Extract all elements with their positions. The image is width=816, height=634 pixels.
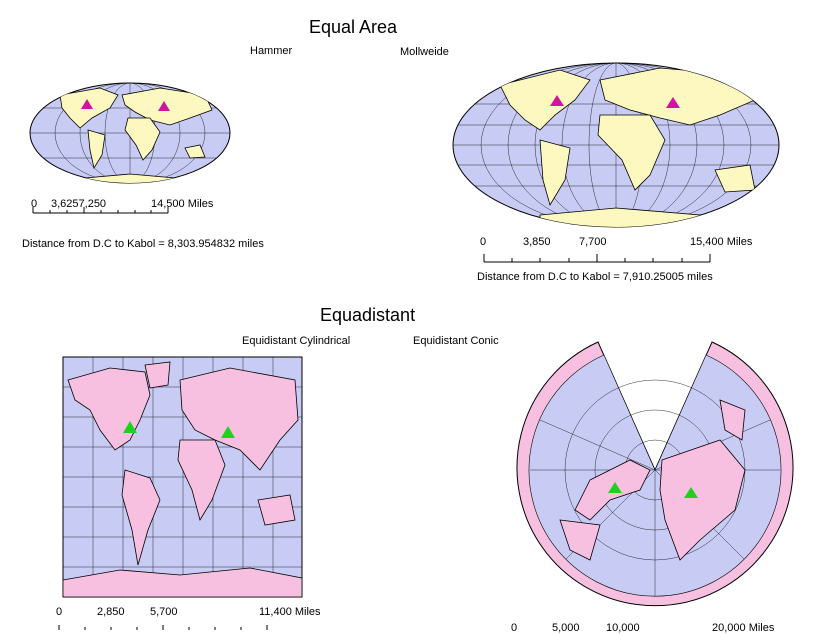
hammer-scale-bar xyxy=(32,207,169,214)
kabol-marker-icon xyxy=(666,97,680,108)
kabol-marker-icon xyxy=(158,101,170,111)
kabol-marker-icon xyxy=(221,426,235,438)
conic-label: Equidistant Conic xyxy=(413,335,499,347)
dc-marker-icon xyxy=(608,482,622,493)
conic-map xyxy=(516,341,794,607)
cylindrical-label: Equidistant Cylindrical xyxy=(242,335,351,347)
scale-tick-label: 5,700 xyxy=(150,606,178,618)
scale-tick-label: 0 xyxy=(56,606,63,618)
hammer-label: Hammer xyxy=(250,45,293,57)
dc-marker-icon xyxy=(550,95,564,106)
scale-tick-label: 10,000 xyxy=(606,622,640,634)
mollweide-label: Mollweide xyxy=(400,46,449,58)
scale-tick-label: 3,6257,250 xyxy=(51,198,107,210)
scale-tick-label: 7,700 xyxy=(579,236,607,248)
scale-tick-label: 15,400 Miles xyxy=(690,236,753,248)
cylindrical-scale-bar xyxy=(58,625,268,630)
cylindrical-map xyxy=(62,356,303,598)
dc-marker-icon xyxy=(81,99,93,109)
mollweide-distance-text: Distance from D.C to Kabol = 7,910.25005… xyxy=(477,271,713,283)
hammer-map xyxy=(29,82,231,184)
scale-tick-label: 3,850 xyxy=(523,236,551,248)
scale-tick-label: 0 xyxy=(480,236,487,248)
scale-tick-label: 5,000 xyxy=(552,622,580,634)
equidistant-title: Equadistant xyxy=(320,305,416,325)
mollweide-scale-bar xyxy=(483,254,711,263)
scale-tick-label: 20,000 Miles xyxy=(712,622,775,634)
scale-tick-label: 0 xyxy=(511,622,518,634)
hammer-distance-text: Distance from D.C to Kabol = 8,303.95483… xyxy=(22,238,264,250)
dc-marker-icon xyxy=(123,421,137,433)
scale-tick-label: 2,850 xyxy=(97,606,125,618)
kabol-marker-icon xyxy=(684,487,698,498)
mollweide-map xyxy=(452,62,780,228)
equal-area-title: Equal Area xyxy=(309,17,398,37)
scale-tick-label: 11,400 Miles xyxy=(259,606,321,618)
scale-tick-label: 0 xyxy=(31,198,38,210)
scale-tick-label: 14,500 Miles xyxy=(151,198,214,210)
